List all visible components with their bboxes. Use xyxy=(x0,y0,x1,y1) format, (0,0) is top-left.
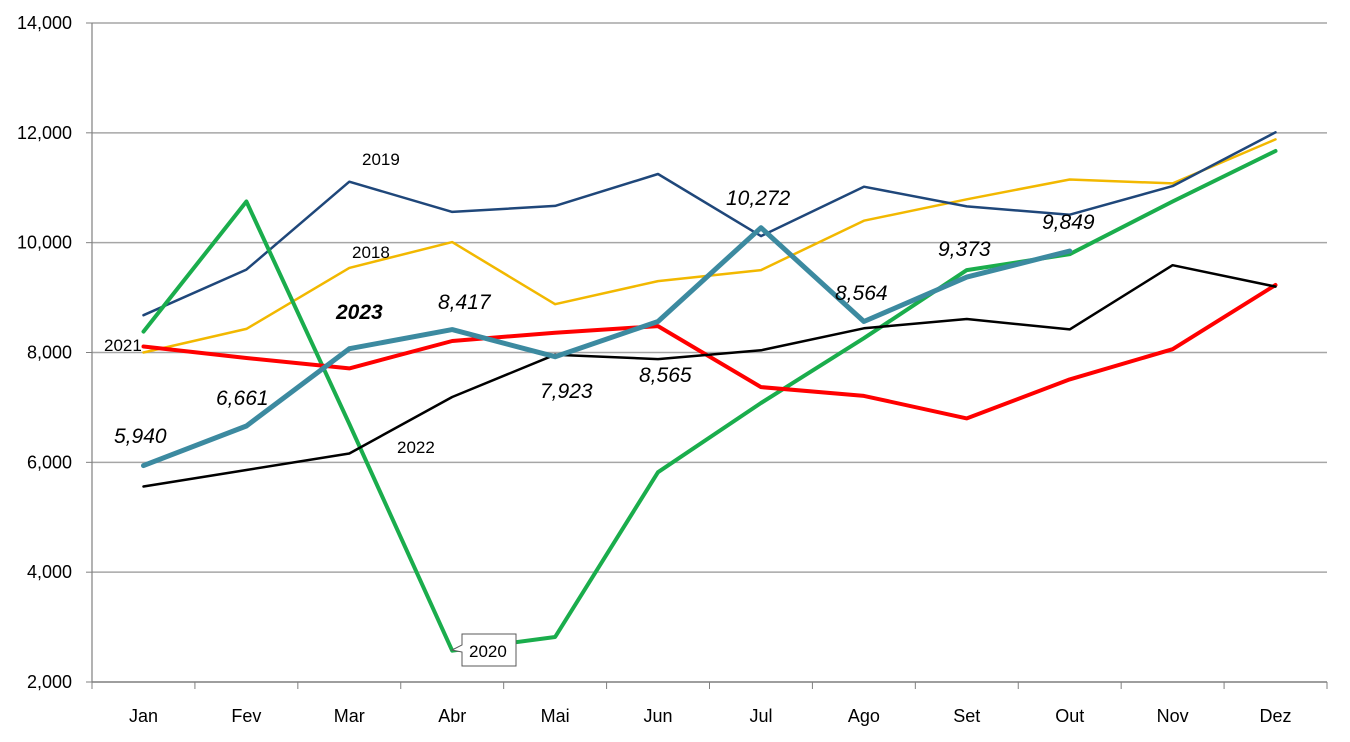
series-line-2020 xyxy=(141,149,1278,653)
data-label: 7,923 xyxy=(540,380,593,403)
series-label-2020-callout: 2020 xyxy=(450,633,517,667)
series-label-2019: 2019 xyxy=(362,150,400,169)
series-line-2021 xyxy=(141,283,1278,421)
data-label: 10,272 xyxy=(726,187,791,210)
x-tick-label: Out xyxy=(1055,706,1084,726)
data-label: 8,417 xyxy=(438,291,492,314)
y-tick-label: 4,000 xyxy=(27,562,72,582)
labels: 2019 2018 2021 2022 2023 2020 5,940 6,66… xyxy=(104,150,1095,667)
x-tick-label: Mai xyxy=(541,706,570,726)
x-tick-label: Jul xyxy=(749,706,772,726)
series-line-2023 xyxy=(141,225,1073,469)
x-tick-label: Jun xyxy=(644,706,673,726)
x-tick-label: Set xyxy=(953,706,980,726)
gridlines xyxy=(92,22,1327,683)
x-tick-label: Jan xyxy=(129,706,158,726)
data-label: 6,661 xyxy=(216,387,269,410)
series-label-2020: 2020 xyxy=(469,642,507,661)
y-tick-label: 8,000 xyxy=(27,343,72,363)
series-label-2022: 2022 xyxy=(397,438,435,457)
data-label: 8,565 xyxy=(639,364,692,387)
x-tick-label: Dez xyxy=(1260,706,1292,726)
y-tick-label: 14,000 xyxy=(17,13,72,33)
x-tick-label: Abr xyxy=(438,706,466,726)
y-tick-label: 10,000 xyxy=(17,233,72,253)
data-label: 5,940 xyxy=(114,425,167,448)
data-label: 9,373 xyxy=(938,238,991,261)
series-line-2019 xyxy=(142,131,1277,317)
y-tick-label: 2,000 xyxy=(27,672,72,692)
series-label-2021: 2021 xyxy=(104,336,142,355)
series-line-2018 xyxy=(142,138,1277,354)
series-label-2018: 2018 xyxy=(352,243,390,262)
data-label: 8,564 xyxy=(835,282,888,305)
data-label: 9,849 xyxy=(1042,211,1095,234)
x-tick-label: Ago xyxy=(848,706,880,726)
x-tick-label: Fev xyxy=(231,706,261,726)
y-tick-label: 12,000 xyxy=(17,123,72,143)
series-line-2022 xyxy=(142,263,1277,488)
series-label-2023: 2023 xyxy=(335,301,383,324)
x-tick-label: Mar xyxy=(334,706,365,726)
series-lines xyxy=(141,131,1278,653)
y-tick-label: 6,000 xyxy=(27,452,72,472)
x-tick-label: Nov xyxy=(1157,706,1189,726)
axes: 2,000 4,000 6,000 8,000 10,000 12,000 14,000 Ja… xyxy=(17,13,1328,726)
